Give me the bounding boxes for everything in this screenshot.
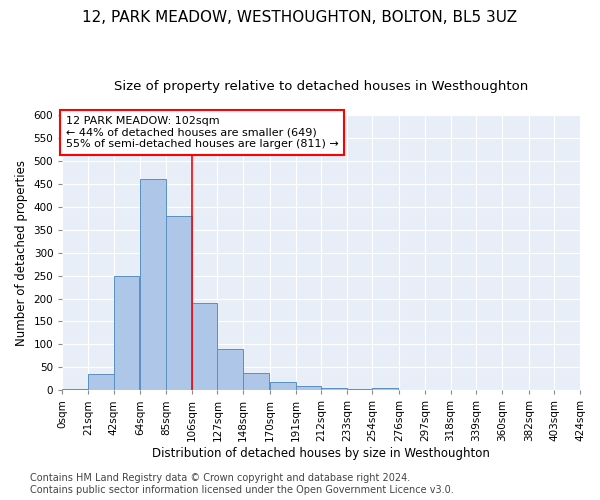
Text: Contains HM Land Registry data © Crown copyright and database right 2024.
Contai: Contains HM Land Registry data © Crown c… xyxy=(30,474,454,495)
Bar xyxy=(140,179,166,390)
Bar xyxy=(217,349,243,391)
Title: Size of property relative to detached houses in Westhoughton: Size of property relative to detached ho… xyxy=(114,80,528,93)
Bar xyxy=(113,276,139,390)
X-axis label: Distribution of detached houses by size in Westhoughton: Distribution of detached houses by size … xyxy=(152,447,490,460)
Bar xyxy=(192,303,217,390)
Bar xyxy=(373,388,398,390)
Bar xyxy=(166,216,192,390)
Bar xyxy=(243,374,269,390)
Y-axis label: Number of detached properties: Number of detached properties xyxy=(15,160,28,346)
Text: 12 PARK MEADOW: 102sqm
← 44% of detached houses are smaller (649)
55% of semi-de: 12 PARK MEADOW: 102sqm ← 44% of detached… xyxy=(66,116,339,149)
Text: 12, PARK MEADOW, WESTHOUGHTON, BOLTON, BL5 3UZ: 12, PARK MEADOW, WESTHOUGHTON, BOLTON, B… xyxy=(82,10,518,25)
Bar xyxy=(296,386,321,390)
Bar xyxy=(270,382,296,390)
Bar xyxy=(321,388,347,390)
Bar xyxy=(88,374,113,390)
